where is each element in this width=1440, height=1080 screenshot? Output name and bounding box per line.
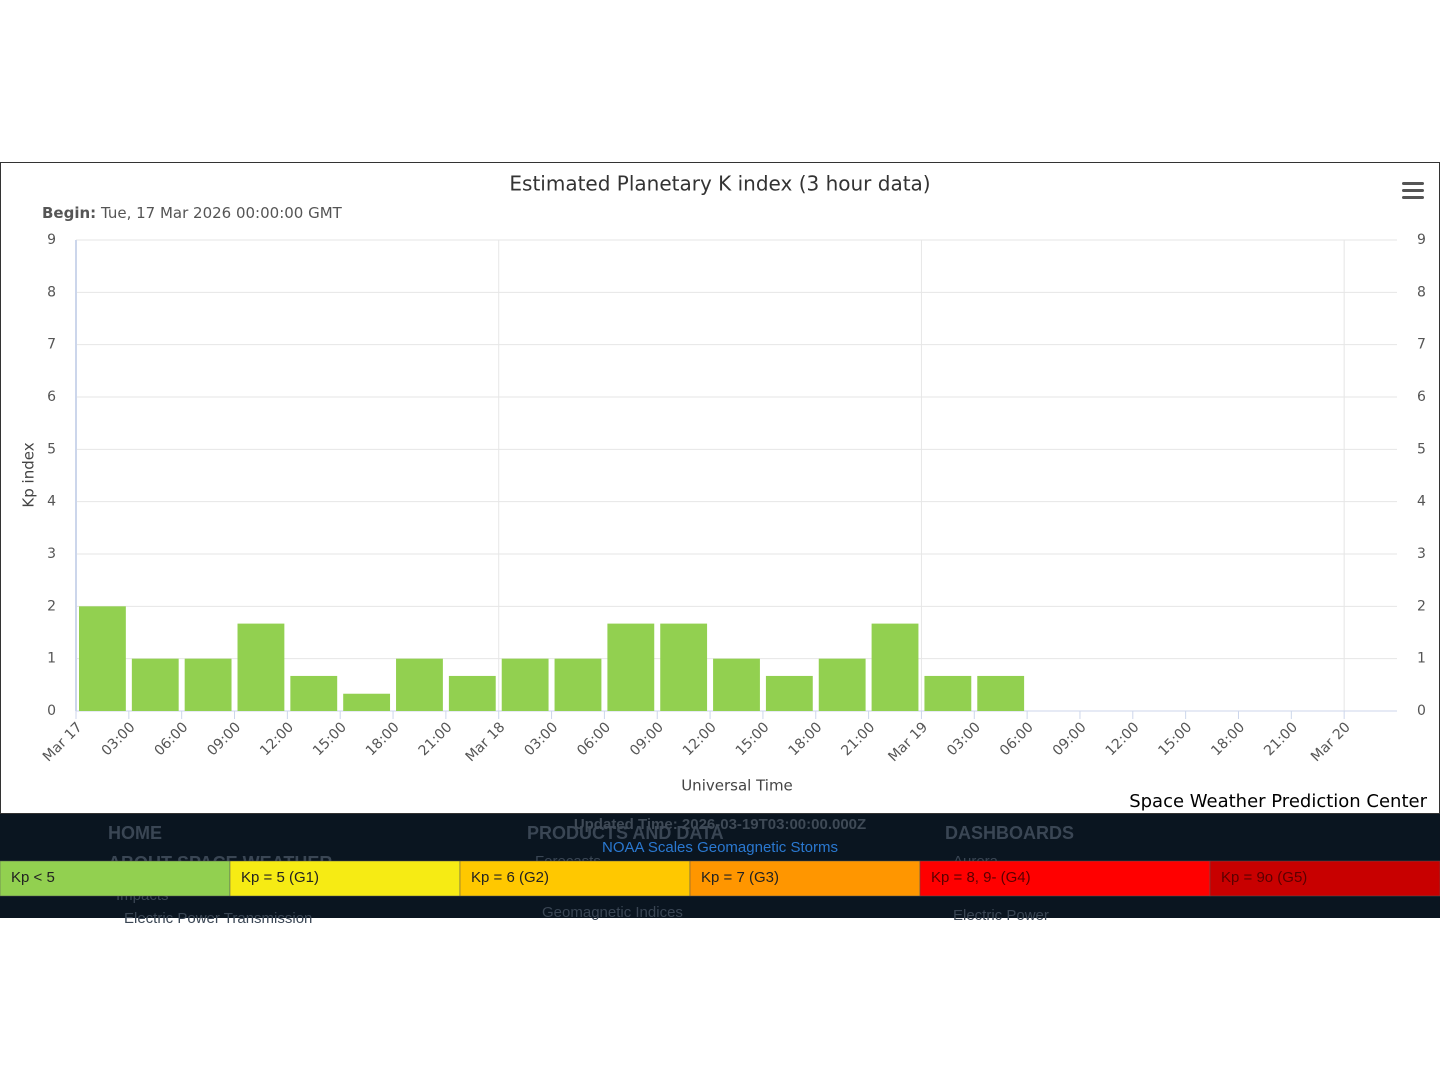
bar	[554, 658, 602, 711]
y2-tick-label: 4	[1417, 494, 1426, 510]
scale-label: Kp < 5	[11, 869, 55, 886]
y-tick-label: 9	[47, 232, 56, 248]
bar	[343, 693, 391, 711]
y-tick-label: 2	[47, 598, 56, 614]
y-tick-label: 3	[47, 546, 56, 562]
scale-swatch	[919, 860, 1211, 897]
nav-item: Electric Power	[953, 907, 1049, 924]
scale-swatch	[689, 860, 921, 897]
nav-item: Electric Power Transmission	[124, 910, 312, 927]
bar	[79, 606, 126, 711]
y-axis-title: Kp index	[20, 442, 38, 507]
scale-swatch	[229, 860, 461, 897]
nav-item: Geomagnetic Indices	[542, 904, 683, 921]
scale-swatch	[1209, 860, 1440, 897]
menu-bar[interactable]	[1402, 196, 1424, 199]
subtitle-label: Begin:	[42, 204, 96, 222]
bar	[660, 623, 708, 711]
bar	[924, 675, 972, 711]
y2-tick-label: 2	[1417, 598, 1426, 614]
bar	[131, 658, 179, 711]
y2-tick-label: 9	[1417, 232, 1426, 248]
subtitle: Begin: Tue, 17 Mar 2026 00:00:00 GMT	[42, 204, 343, 222]
bar	[396, 658, 443, 711]
bar	[713, 658, 760, 711]
scale-swatch	[0, 860, 231, 897]
y2-tick-label: 7	[1417, 337, 1426, 353]
y2-tick-label: 1	[1417, 651, 1426, 667]
y2-tick-label: 8	[1417, 284, 1426, 300]
menu-button[interactable]	[1402, 182, 1424, 199]
scales-title: NOAA Scales Geomagnetic Storms	[602, 839, 838, 856]
bar	[977, 675, 1025, 711]
nav-item: HOME	[108, 823, 162, 843]
bar	[237, 623, 285, 711]
chart-title: Estimated Planetary K index (3 hour data…	[509, 172, 930, 196]
bar	[765, 675, 813, 711]
credit: Space Weather Prediction Center	[1129, 791, 1427, 812]
bar	[818, 658, 866, 711]
bar	[871, 623, 919, 711]
bar	[607, 623, 655, 711]
subtitle-text: Tue, 17 Mar 2026 00:00:00 GMT	[100, 204, 343, 222]
y2-tick-label: 0	[1417, 703, 1426, 719]
scale-label: Kp = 5 (G1)	[241, 869, 319, 886]
y-tick-label: 0	[47, 703, 56, 719]
scale-label: Kp = 8, 9- (G4)	[931, 869, 1031, 886]
y-tick-label: 5	[47, 441, 56, 457]
menu-bar[interactable]	[1402, 189, 1424, 192]
x-axis-title: Universal Time	[681, 777, 793, 795]
y2-tick-label: 6	[1417, 389, 1426, 405]
bar	[501, 658, 549, 711]
nav-item: PRODUCTS AND DATA	[527, 823, 724, 843]
chart-frame	[0, 162, 1440, 814]
scale-label: Kp = 9o (G5)	[1221, 869, 1307, 886]
scale-label: Kp = 7 (G3)	[701, 869, 779, 886]
y-tick-label: 8	[47, 284, 56, 300]
y2-tick-label: 5	[1417, 441, 1426, 457]
bar	[448, 675, 496, 711]
y-tick-label: 1	[47, 651, 56, 667]
y-tick-label: 6	[47, 389, 56, 405]
y2-tick-label: 3	[1417, 546, 1426, 562]
nav-item: DASHBOARDS	[945, 823, 1074, 843]
menu-bar[interactable]	[1402, 182, 1424, 185]
scale-label: Kp = 6 (G2)	[471, 869, 549, 886]
y-tick-label: 4	[47, 494, 56, 510]
bar	[290, 675, 338, 711]
updated-time: Updated Time: 2026-03-19T03:00:00.000Z	[574, 816, 866, 833]
bar	[184, 658, 232, 711]
y-tick-label: 7	[47, 337, 56, 353]
